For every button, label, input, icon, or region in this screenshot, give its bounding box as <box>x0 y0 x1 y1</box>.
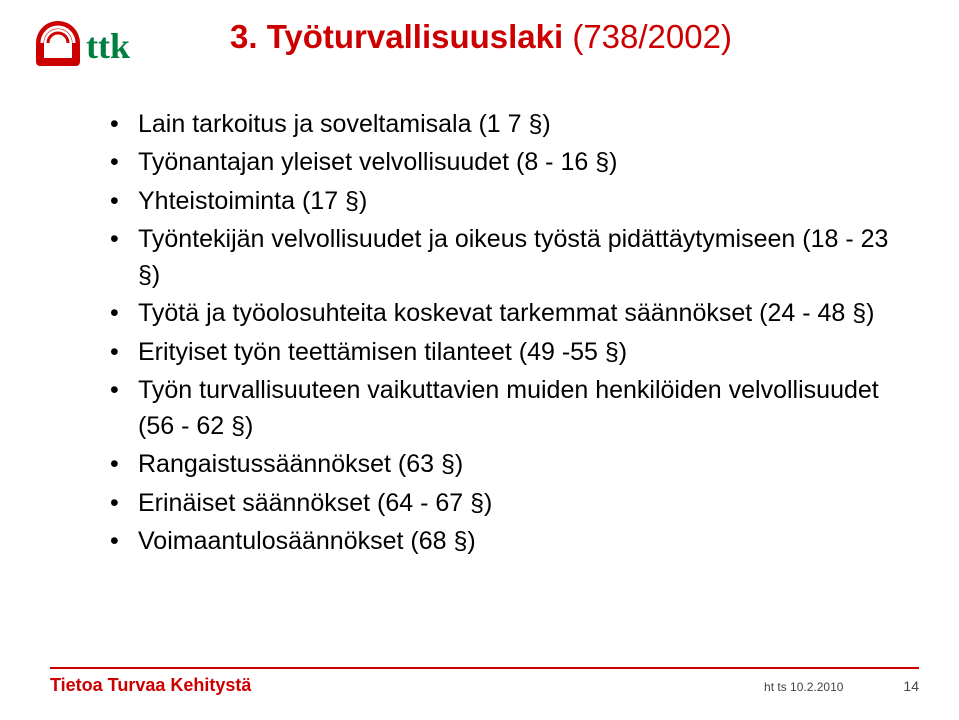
list-item: Työnantajan yleiset velvollisuudet (8 - … <box>110 144 909 180</box>
footer-meta: ht ts 10.2.2010 14 <box>764 678 919 694</box>
list-item: Työntekijän velvollisuudet ja oikeus työ… <box>110 221 909 294</box>
logo-svg: ttk <box>30 18 190 68</box>
list-item: Työn turvallisuuteen vaikuttavien muiden… <box>110 372 909 445</box>
logo-ttk: ttk <box>30 18 190 68</box>
list-item: Erityiset työn teettämisen tilanteet (49… <box>110 334 909 370</box>
svg-text:ttk: ttk <box>86 26 130 66</box>
list-item: Työtä ja työolosuhteita koskevat tarkemm… <box>110 295 909 331</box>
list-item: Voimaantulosäännökset (68 §) <box>110 523 909 559</box>
list-item: Erinäiset säännökset (64 - 67 §) <box>110 485 909 521</box>
footer-page: 14 <box>903 678 919 694</box>
slide-title: 3. Työturvallisuuslaki (738/2002) <box>230 18 909 56</box>
list-item: Lain tarkoitus ja soveltamisala (1 7 §) <box>110 106 909 142</box>
title-sub: (738/2002) <box>572 18 732 55</box>
footer: Tietoa Turvaa Kehitystä ht ts 10.2.2010 … <box>50 667 919 696</box>
bullet-list: Lain tarkoitus ja soveltamisala (1 7 §) … <box>110 106 909 559</box>
slide: ttk 3. Työturvallisuuslaki (738/2002) La… <box>0 0 959 720</box>
list-item: Rangaistussäännökset (63 §) <box>110 446 909 482</box>
footer-tagline: Tietoa Turvaa Kehitystä <box>50 675 251 696</box>
title-main: 3. Työturvallisuuslaki <box>230 18 572 55</box>
footer-date: ht ts 10.2.2010 <box>764 680 843 694</box>
list-item: Yhteistoiminta (17 §) <box>110 183 909 219</box>
